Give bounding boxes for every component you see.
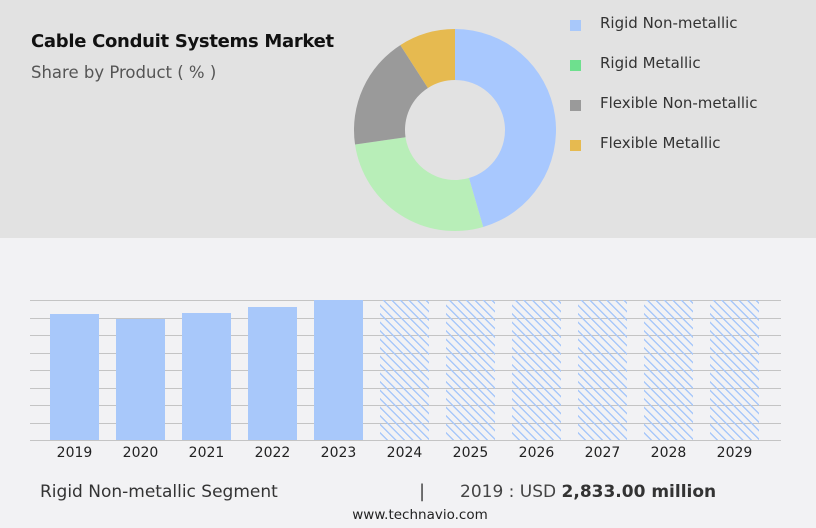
header-panel: Cable Conduit Systems Market Share by Pr…	[0, 0, 816, 238]
forecast-bar	[380, 300, 429, 440]
x-axis-label: 2028	[650, 445, 687, 461]
donut-slice-flexible-metallic	[400, 29, 455, 88]
legend-label: Flexible Non-metallic	[600, 94, 758, 112]
bar	[182, 312, 231, 440]
donut-chart	[354, 29, 556, 231]
chart-subtitle: Share by Product ( % )	[31, 63, 217, 82]
value-prefix: 2019 : USD	[460, 482, 562, 502]
x-axis-label: 2024	[386, 445, 423, 461]
legend-swatch-icon	[570, 140, 581, 151]
forecast-bar	[710, 300, 759, 440]
chart-title: Cable Conduit Systems Market	[31, 31, 334, 52]
value-amount: 2,833.00 million	[561, 482, 717, 502]
forecast-bar	[512, 300, 561, 440]
donut-slice-rigid-metallic	[355, 137, 484, 231]
donut-slice-rigid-non-metallic	[455, 29, 556, 227]
x-axis-label: 2025	[452, 445, 489, 461]
legend-label: Rigid Non-metallic	[600, 14, 738, 32]
x-axis-label: 2023	[320, 445, 357, 461]
legend-label: Flexible Metallic	[600, 134, 721, 152]
x-axis-label: 2021	[188, 445, 225, 461]
forecast-bar	[578, 300, 627, 440]
source-link[interactable]: www.technavio.com	[352, 507, 488, 523]
forecast-bar	[644, 300, 693, 440]
donut-slice-flexible-non-metallic	[354, 45, 428, 145]
x-axis-label: 2027	[584, 445, 621, 461]
bar	[314, 300, 363, 440]
x-axis-label: 2026	[518, 445, 555, 461]
x-axis-label: 2022	[254, 445, 291, 461]
footer-separator: |	[419, 481, 426, 502]
legend-label: Rigid Metallic	[600, 54, 701, 72]
bar	[248, 306, 297, 440]
legend-swatch-icon	[570, 100, 581, 111]
bar-chart: 2019 2020 2021 2022 2023 2024 2025 2026 2027 2028…	[0, 238, 816, 468]
segment-value: 2019 : USD 2,833.00 million	[460, 482, 716, 502]
legend-swatch-icon	[570, 20, 581, 31]
legend-swatch-icon	[570, 60, 581, 71]
gridline	[30, 440, 781, 441]
bar	[116, 318, 165, 440]
x-axis-label: 2020	[122, 445, 159, 461]
forecast-bar	[446, 300, 495, 440]
x-axis-label: 2019	[56, 445, 93, 461]
x-axis-label: 2029	[716, 445, 753, 461]
segment-label: Rigid Non-metallic Segment	[40, 482, 278, 502]
bar	[50, 313, 99, 440]
